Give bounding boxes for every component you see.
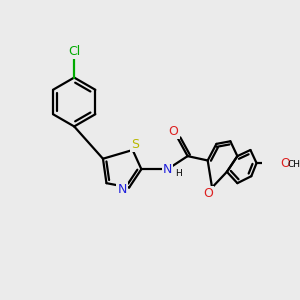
Text: N: N [163, 163, 172, 176]
Text: H: H [176, 169, 182, 178]
Text: Cl: Cl [68, 45, 80, 58]
Text: S: S [131, 138, 139, 151]
Text: N: N [118, 183, 127, 196]
Text: O: O [169, 125, 178, 138]
Text: O: O [280, 157, 290, 169]
Text: O: O [203, 187, 213, 200]
Text: CH₃: CH₃ [287, 160, 300, 169]
